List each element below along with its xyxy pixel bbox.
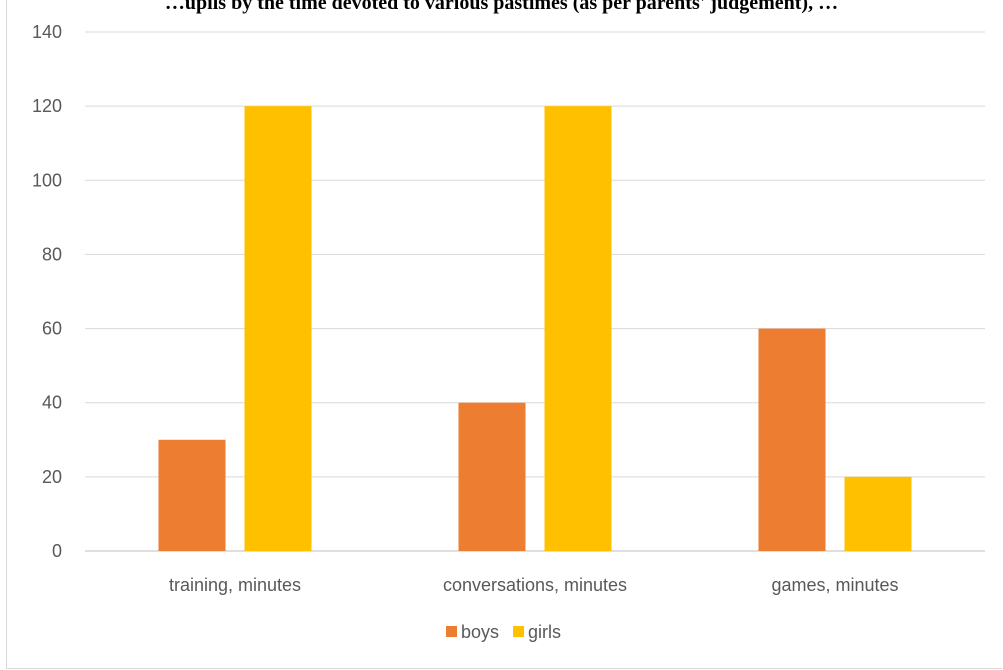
y-tick-label: 20 (42, 467, 62, 487)
x-category-label: conversations, minutes (443, 575, 627, 595)
legend: boys girls (446, 622, 561, 642)
gridlines (85, 31, 985, 552)
y-tick-label: 0 (52, 541, 62, 561)
bar-boys (158, 439, 226, 551)
y-tick-label: 140 (32, 22, 62, 42)
bar-girls (544, 106, 612, 552)
bar-boys (758, 328, 826, 551)
bar-boys (458, 402, 526, 551)
x-category-label: games, minutes (771, 575, 898, 595)
chart-frame (6, 0, 1002, 669)
legend-label-girls: girls (528, 622, 561, 642)
y-axis-ticks: 0 20 40 60 80 100 120 140 (32, 22, 62, 561)
legend-swatch-girls (513, 626, 525, 637)
y-tick-label: 60 (42, 319, 62, 339)
legend-label-boys: boys (461, 622, 499, 642)
bar-girls (244, 106, 312, 552)
legend-swatch-boys (446, 626, 457, 637)
bar-girls (844, 476, 912, 551)
y-tick-label: 40 (42, 393, 62, 413)
x-axis-labels: training, minutes conversations, minutes g… (169, 575, 899, 595)
x-category-label: training, minutes (169, 575, 301, 595)
y-tick-label: 80 (42, 244, 62, 264)
chart-title: …upils by the time devoted to various pa… (164, 0, 839, 14)
bars (158, 106, 912, 552)
y-tick-label: 120 (32, 96, 62, 116)
y-tick-label: 100 (32, 170, 62, 190)
